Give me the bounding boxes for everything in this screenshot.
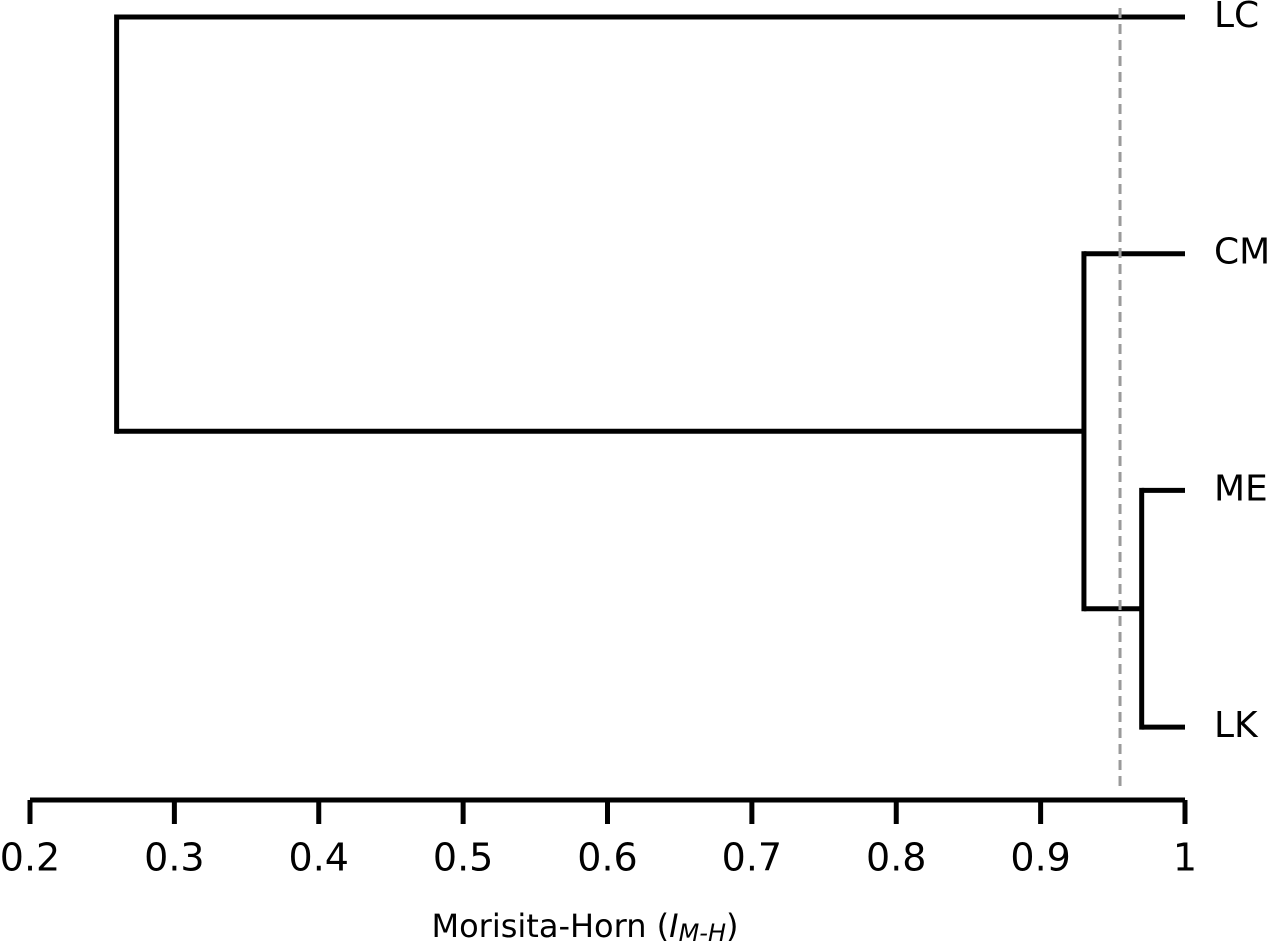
x-tick-label: 1 <box>1173 836 1197 880</box>
x-axis-title-text: Morisita-Horn ( <box>431 907 669 945</box>
x-axis-title: Morisita-Horn (IM-H) <box>431 907 738 947</box>
leaf-label: LK <box>1214 705 1259 746</box>
leaf-label: CM <box>1214 232 1270 273</box>
x-tick-label: 0.3 <box>144 836 204 880</box>
leaf-label: ME <box>1214 468 1268 509</box>
x-tick-label: 0.8 <box>866 836 926 880</box>
x-axis-title-close: ) <box>726 907 738 945</box>
x-tick-label: 0.9 <box>1010 836 1070 880</box>
x-tick-label: 0.6 <box>577 836 637 880</box>
x-tick-label: 0.7 <box>722 836 782 880</box>
leaf-label: LC <box>1214 0 1259 36</box>
x-axis-title-symbol: I <box>669 907 678 945</box>
x-axis-title-subscript: M-H <box>679 919 726 947</box>
x-tick-label: 0.5 <box>433 836 493 880</box>
x-tick-label: 0.4 <box>289 836 349 880</box>
x-tick-label: 0.2 <box>0 836 60 880</box>
